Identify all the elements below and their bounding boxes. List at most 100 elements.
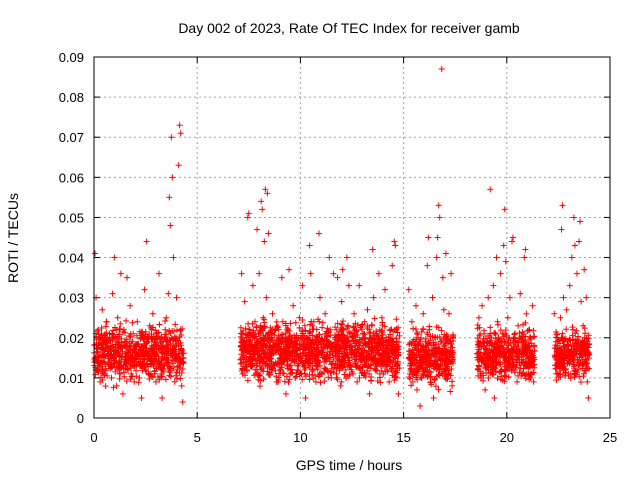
y-tick-label: 0.09 (59, 50, 84, 65)
data-point (347, 363, 354, 370)
data-point (247, 354, 254, 361)
data-point (344, 323, 351, 330)
data-point (364, 306, 371, 313)
data-point (356, 374, 363, 381)
data-point (352, 337, 359, 344)
data-point (324, 342, 331, 349)
data-point (322, 310, 329, 317)
data-point (266, 356, 273, 363)
data-point (111, 254, 118, 261)
data-point (317, 294, 324, 301)
data-point (342, 339, 349, 346)
data-point (98, 325, 105, 332)
data-point (129, 319, 136, 326)
data-point (569, 348, 576, 355)
data-point (376, 370, 383, 377)
data-point (154, 358, 161, 365)
data-point (242, 364, 249, 371)
data-point (150, 362, 157, 369)
data-point (526, 347, 533, 354)
data-point (338, 321, 345, 328)
data-point (111, 324, 118, 331)
data-point (366, 390, 373, 397)
data-point (313, 334, 320, 341)
data-point (97, 378, 104, 385)
data-point (384, 355, 391, 362)
data-point (261, 353, 268, 360)
data-point (305, 342, 312, 349)
data-point (118, 335, 125, 342)
data-point (130, 330, 137, 337)
data-point (178, 332, 185, 339)
data-point (329, 350, 336, 357)
data-point (253, 333, 260, 340)
data-point (475, 362, 482, 369)
data-point (573, 327, 580, 334)
data-point (556, 362, 563, 369)
data-point (281, 338, 288, 345)
data-point (390, 346, 397, 353)
data-point (140, 360, 147, 367)
data-point (335, 331, 342, 338)
data-point (266, 371, 273, 378)
data-point (410, 357, 417, 364)
data-point (342, 366, 349, 373)
data-point (275, 334, 282, 341)
data-point (151, 350, 158, 357)
data-point (429, 294, 436, 301)
data-point (248, 362, 255, 369)
data-point (557, 371, 564, 378)
data-point (406, 373, 413, 380)
data-point (173, 354, 180, 361)
data-point (299, 376, 306, 383)
data-point (284, 365, 291, 372)
data-point (517, 290, 524, 297)
data-point (511, 334, 518, 341)
data-point (434, 346, 441, 353)
data-point (442, 250, 449, 257)
data-point (527, 361, 534, 368)
data-point (169, 360, 176, 367)
data-point (513, 346, 520, 353)
data-point (444, 376, 451, 383)
data-point (280, 370, 287, 377)
data-point (127, 376, 134, 383)
data-point (569, 326, 576, 333)
data-point (237, 324, 244, 331)
data-point (483, 363, 490, 370)
data-point (393, 326, 400, 333)
data-point (510, 341, 517, 348)
data-point (561, 350, 568, 357)
data-point (371, 354, 378, 361)
data-point (315, 316, 322, 323)
data-point (296, 324, 303, 331)
data-point (393, 374, 400, 381)
data-point (172, 321, 179, 328)
data-point (177, 339, 184, 346)
data-point (306, 347, 313, 354)
data-point (378, 314, 385, 321)
data-point (575, 366, 582, 373)
data-point (374, 359, 381, 366)
data-point (242, 342, 249, 349)
data-point (252, 342, 259, 349)
data-point (91, 355, 98, 362)
data-point (370, 358, 377, 365)
data-point (141, 334, 148, 341)
data-point (580, 373, 587, 380)
data-point (163, 314, 170, 321)
data-point (288, 350, 295, 357)
data-point (349, 330, 355, 337)
data-point (290, 302, 297, 309)
data-point (347, 350, 354, 357)
data-point (116, 331, 123, 338)
data-point (283, 373, 290, 380)
data-point (443, 331, 450, 338)
data-point (583, 346, 590, 353)
data-point (99, 306, 106, 313)
data-point (571, 354, 578, 361)
data-point (169, 345, 176, 352)
data-point (446, 310, 453, 317)
data-point (432, 354, 439, 361)
data-point (502, 258, 509, 265)
